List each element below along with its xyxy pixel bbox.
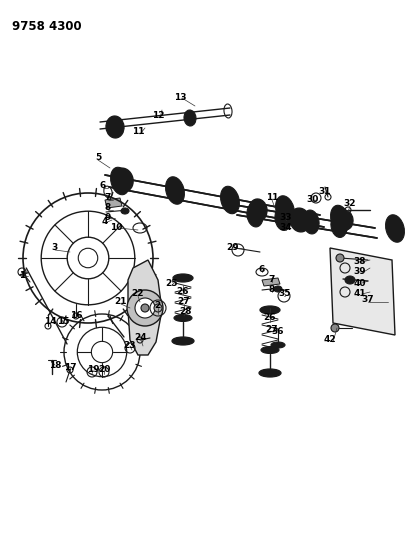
Text: 14: 14 [44,318,56,327]
Text: 31: 31 [319,188,331,197]
Circle shape [127,290,163,326]
Text: 20: 20 [98,366,110,375]
Text: 8: 8 [105,204,111,213]
Text: 16: 16 [70,311,82,320]
Ellipse shape [173,274,193,282]
Text: 24: 24 [135,334,147,343]
Ellipse shape [121,208,129,214]
Text: 33: 33 [280,214,292,222]
Text: 8: 8 [269,286,275,295]
Text: 25: 25 [166,279,178,287]
Text: 12: 12 [152,111,164,120]
Text: 15: 15 [57,318,69,327]
Ellipse shape [261,346,279,353]
Text: 27: 27 [178,297,190,306]
Ellipse shape [110,167,129,195]
Polygon shape [128,260,162,355]
Text: 38: 38 [354,257,366,266]
Ellipse shape [249,199,267,221]
Ellipse shape [330,205,349,233]
Text: 36: 36 [272,327,284,336]
Text: 11: 11 [266,193,278,203]
Ellipse shape [271,342,285,348]
Ellipse shape [110,120,120,134]
Ellipse shape [337,210,353,230]
Text: 26: 26 [264,313,276,322]
Text: 32: 32 [344,199,356,208]
Ellipse shape [274,286,282,292]
Text: 6: 6 [259,265,265,274]
Text: 40: 40 [354,279,366,287]
Ellipse shape [117,173,129,187]
Ellipse shape [166,177,185,204]
Circle shape [331,324,339,332]
Text: 41: 41 [353,288,366,297]
Text: 28: 28 [180,308,192,317]
Ellipse shape [303,210,319,234]
Text: 17: 17 [64,364,76,373]
Ellipse shape [253,204,263,216]
Text: 30: 30 [307,196,319,205]
Text: 5: 5 [95,154,101,163]
Ellipse shape [276,196,295,223]
Text: 27: 27 [266,326,279,335]
Text: 6: 6 [100,182,106,190]
Text: 10: 10 [110,223,122,232]
Ellipse shape [260,306,280,314]
Text: 34: 34 [280,223,292,232]
Circle shape [336,254,344,262]
Text: 29: 29 [227,244,239,253]
Text: 11: 11 [132,127,144,136]
Ellipse shape [184,110,196,126]
Ellipse shape [172,337,194,345]
Ellipse shape [341,215,349,225]
Text: 2: 2 [154,302,160,311]
Ellipse shape [275,207,291,230]
Text: 18: 18 [49,361,61,370]
Text: 19: 19 [87,366,99,375]
Text: 9758 4300: 9758 4300 [12,20,82,33]
Ellipse shape [187,113,194,123]
Text: 13: 13 [174,93,186,101]
Ellipse shape [331,214,347,237]
Text: 7: 7 [269,276,275,285]
Ellipse shape [386,215,405,242]
Text: 23: 23 [124,341,136,350]
Ellipse shape [295,214,305,226]
Polygon shape [330,248,395,335]
Ellipse shape [113,168,133,192]
Ellipse shape [220,186,239,214]
Text: 39: 39 [353,268,366,277]
Ellipse shape [345,276,355,284]
Text: 3: 3 [52,244,58,253]
Ellipse shape [174,314,192,321]
Text: 37: 37 [362,295,375,304]
Circle shape [154,304,162,312]
Text: 22: 22 [132,289,144,298]
Text: 21: 21 [115,297,127,306]
Polygon shape [262,278,280,286]
Polygon shape [105,198,122,208]
Text: 4: 4 [102,216,108,225]
Text: 9: 9 [105,213,111,222]
Text: 35: 35 [279,289,291,298]
Ellipse shape [259,369,281,377]
Text: 7: 7 [105,193,111,203]
Ellipse shape [247,203,263,227]
Ellipse shape [290,208,310,232]
Circle shape [135,298,155,318]
Ellipse shape [106,116,124,138]
Text: 1: 1 [19,271,25,280]
Circle shape [141,304,149,312]
Text: 42: 42 [324,335,336,344]
Text: 26: 26 [177,287,189,296]
